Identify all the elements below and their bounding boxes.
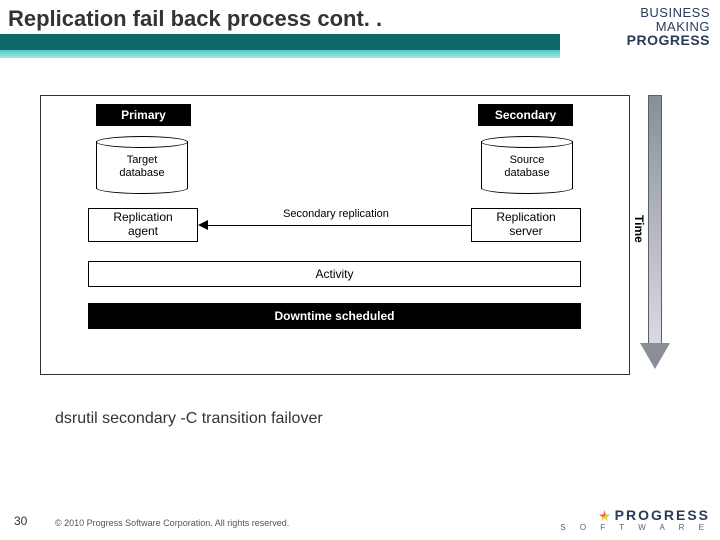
cylinder-label: Sourcedatabase [481, 136, 573, 194]
arrow-head-left-icon [198, 220, 208, 230]
arrow-head-down-icon [640, 343, 670, 369]
spark-icon [599, 510, 611, 522]
node-replication-agent: Replicationagent [88, 208, 198, 242]
edge-line [208, 225, 471, 226]
node-downtime-scheduled: Downtime scheduled [88, 303, 581, 329]
time-arrow-shaft [648, 95, 662, 345]
caption-command: dsrutil secondary -C transition failover [55, 410, 323, 428]
slide: Replication fail back process cont. . BU… [0, 0, 720, 540]
brand-top-line3: PROGRESS [627, 33, 710, 48]
time-axis: Time [640, 95, 670, 375]
brand-bottom-line2: S O F T W A R E [560, 523, 710, 532]
brand-top-line2: MAKING [627, 20, 710, 34]
slide-title: Replication fail back process cont. . [8, 6, 382, 32]
copyright: © 2010 Progress Software Corporation. Al… [55, 518, 289, 528]
brand-top: BUSINESS MAKING PROGRESS [627, 6, 710, 48]
cylinder-label: Targetdatabase [96, 136, 188, 194]
node-source-db: Sourcedatabase [481, 136, 573, 194]
brand-bottom: PROGRESS S O F T W A R E [560, 507, 710, 532]
node-target-db: Targetdatabase [96, 136, 188, 194]
node-replication-server: Replicationserver [471, 208, 581, 242]
header: Replication fail back process cont. . [0, 0, 720, 60]
page-number: 30 [14, 514, 27, 528]
node-secondary: Secondary [478, 104, 573, 126]
diagram: Primary Secondary Targetdatabase Sourced… [41, 96, 629, 374]
node-activity: Activity [88, 261, 581, 287]
brand-bottom-line1: PROGRESS [560, 507, 710, 523]
diagram-frame: Primary Secondary Targetdatabase Sourced… [40, 95, 630, 375]
node-primary: Primary [96, 104, 191, 126]
header-bar-light [0, 50, 560, 58]
edge-label-secondary-replication: Secondary replication [241, 208, 431, 220]
time-axis-label: Time [632, 215, 646, 243]
header-bar-dark [0, 34, 560, 50]
brand-bottom-word: PROGRESS [615, 507, 710, 523]
brand-top-line1: BUSINESS [627, 6, 710, 20]
